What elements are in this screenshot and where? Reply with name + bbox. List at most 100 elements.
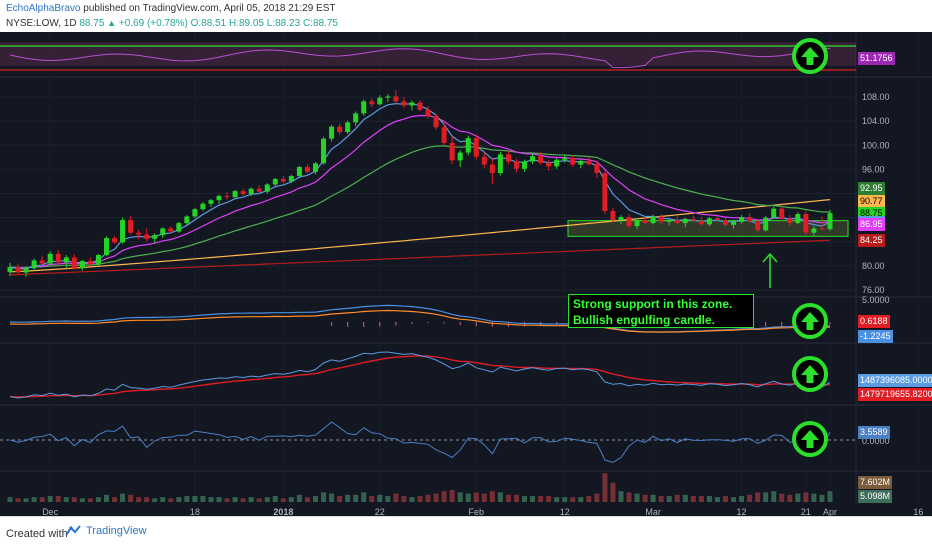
candle-body [128,220,134,233]
volume-bar [304,497,310,502]
candle-body [377,97,383,105]
candle-body [481,156,487,165]
candle-body [369,101,375,105]
volume-average-tag: 5.098M [858,490,893,503]
candle-body [779,208,785,219]
momentum-line [9,421,831,463]
x-tick-label: 21 [801,507,811,516]
candle-body [795,214,801,224]
low-value: L:88.23 [266,18,301,29]
badge-arrow-shaft [806,56,814,65]
candle-body [200,203,206,210]
x-tick-label: 12 [560,507,570,516]
x-tick-label: Feb [469,507,485,516]
candle-body [280,179,286,182]
volume-bar [433,493,439,502]
candle-body [666,220,672,222]
volume-bar [184,496,190,502]
annotation-line-1: Strong support in this zone. [573,297,733,311]
macd-signal-tag: -1.2245 [858,330,893,343]
candle-body [473,138,479,157]
x-tick-label: 2018 [273,507,293,516]
volume-bar [144,497,150,502]
volume-bar [594,493,600,502]
candle-body [152,235,158,239]
candle-body [288,176,294,182]
volume-bar [112,497,118,502]
candle-body [296,167,302,177]
obv-line [9,351,831,399]
symbol-label: NYSE:LOW, 1D [6,18,77,29]
volume-bar [168,498,174,502]
volume-bar [634,493,640,502]
candle-body [385,96,391,98]
volume-bar [361,492,367,502]
open-value: O:88.51 [190,18,227,29]
candle-body [192,209,198,217]
volume-bar [224,498,230,502]
volume-bar [136,497,142,502]
candle-body [610,211,616,221]
volume-bar [602,473,608,502]
candle-body [811,228,817,233]
candle-body [304,167,310,172]
candle-body [15,267,21,273]
candle-body [224,195,230,198]
brand-label: TradingView [86,525,147,537]
volume-bar [79,498,85,502]
candle-body [345,122,351,133]
support-up-arrow-icon [762,252,778,288]
badge-arrow-shaft [806,321,814,330]
obv-signal-line [9,355,831,398]
volume-bar [441,491,447,502]
author-link[interactable]: EchoAlphaBravo [6,3,81,14]
volume-bar [353,494,359,502]
candle-body [562,157,568,160]
x-tick-label: 12 [737,507,747,516]
chart-area[interactable]: 108.00104.00100.0096.0092.0088.0084.0080… [0,32,932,516]
tradingview-brand[interactable]: TradingView [64,525,147,537]
badge-arrow-head [801,312,819,322]
volume-bar [739,496,745,502]
volume-bar [618,491,624,502]
price-axis-tag: 92.95 [858,181,885,195]
volume-bar [626,492,632,502]
volume-bar [714,497,720,502]
candle-body [674,220,680,224]
volume-bar [819,494,825,502]
macd-signal-line [9,309,831,333]
price-change: +0.69 (+0.78%) [118,18,188,29]
candle-body [642,220,648,224]
price-axis-tag: 86.95 [858,217,885,231]
candle-body [23,268,29,273]
candle-body [658,216,664,222]
created-with-text: Created with [6,528,68,540]
candle-body [120,220,126,243]
candle-body [184,216,190,224]
volume-bar [345,494,351,502]
macd-up-arrow-icon [792,303,828,339]
y-tick-label: 96.00 [862,164,885,174]
candle-body [706,218,712,225]
candle-body [312,163,318,172]
volume-bar [95,497,101,502]
candle-body [602,173,608,212]
ema-slow-line [9,114,831,269]
volume-bar [425,494,431,502]
chart-canvas[interactable]: 108.00104.00100.0096.0092.0088.0084.0080… [0,32,932,516]
macd-value-tag: 0.6188 [858,315,890,328]
volume-bar [787,494,793,502]
volume-bar [15,498,21,502]
x-tick-label: Mar [645,507,661,516]
rsi-up-arrow-icon [792,38,828,74]
candle-body [755,221,761,231]
badge-arrow-head [801,365,819,375]
candle-body [763,217,769,231]
rsi-line [9,47,831,69]
volume-bar [393,493,399,502]
volume-bar [47,496,53,502]
volume-bar [530,496,536,502]
price-axis-tag: 84.25 [858,234,885,248]
x-tick-label: 16 [913,507,923,516]
volume-bar [280,498,286,502]
